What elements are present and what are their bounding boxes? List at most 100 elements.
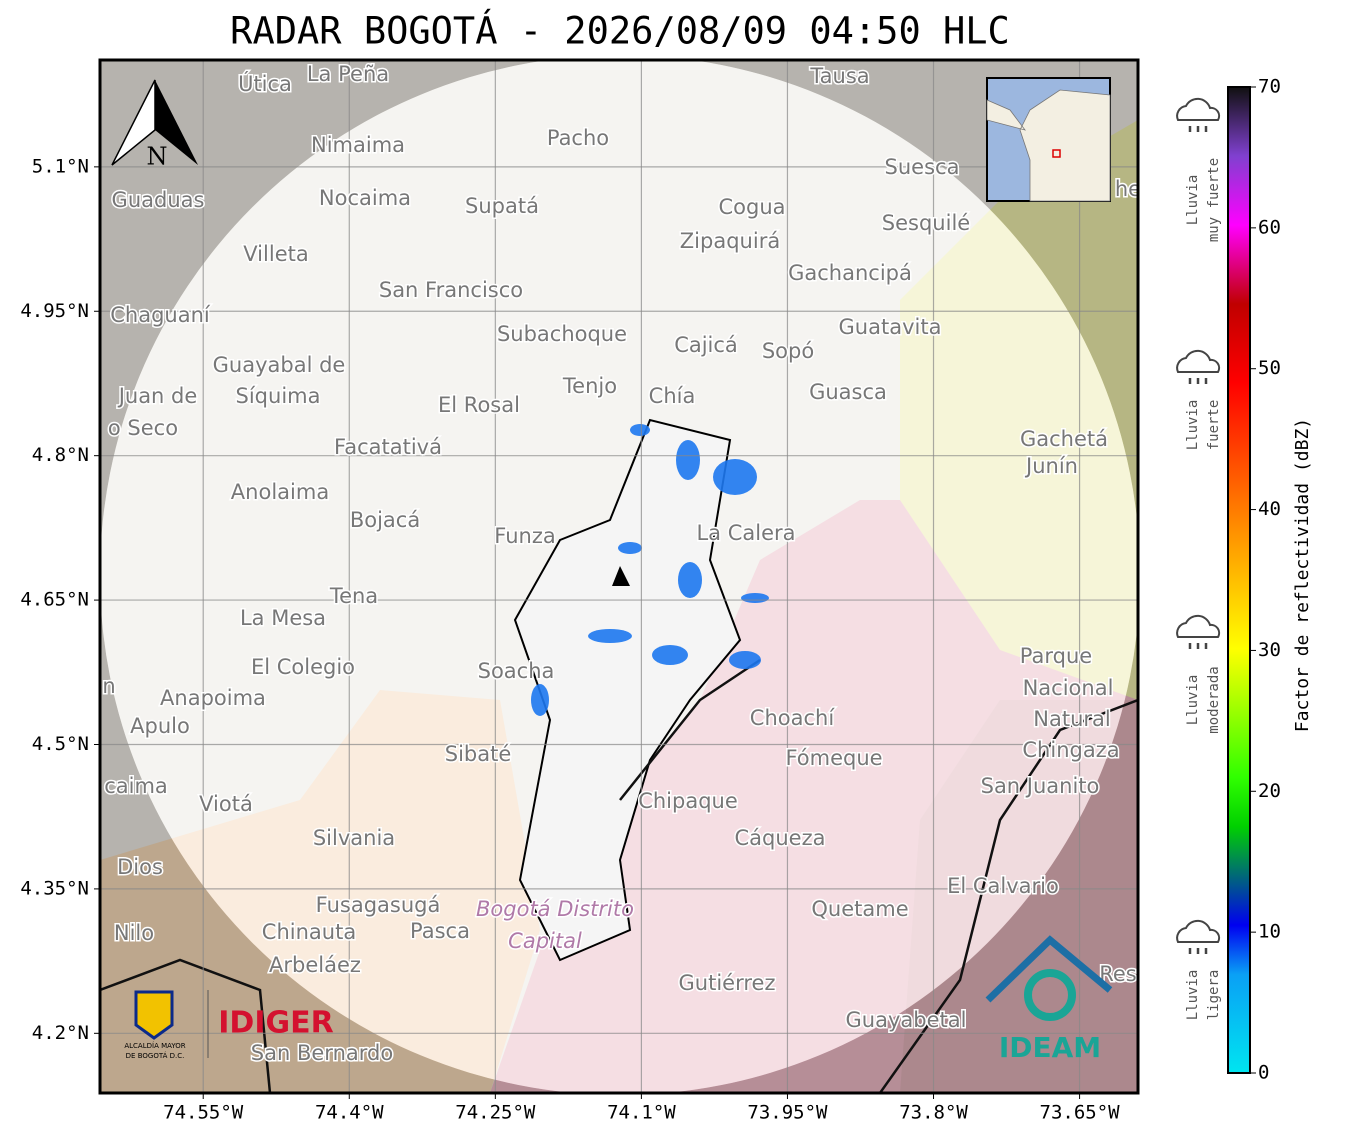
place-label: Pacho [547,126,609,150]
place-label: El Calvario [947,874,1059,898]
place-label: Capital [508,929,582,953]
lon-tick-label: 74.4°W [315,1102,384,1124]
colorbar [1227,86,1251,1074]
place-label: Choachí [750,706,836,730]
place-label: Silvania [313,826,395,850]
place-label: San Bernardo [251,1041,393,1065]
colorbar-label: Factor de reflectividad (dBZ) [1292,418,1313,732]
place-label: Útica [238,71,292,96]
place-label: Fómeque [785,746,882,770]
logo-text: IDIGER [218,1006,333,1041]
place-label: Soacha [478,659,555,683]
legend-item: Lluvia fuerte [1176,349,1222,451]
place-label: Apulo [130,714,190,738]
colorbar-tick-label: 70 [1258,76,1281,98]
place-label: San Francisco [379,278,523,302]
place-label: Chía [649,384,696,408]
colorbar-tick-label: 30 [1258,639,1281,661]
place-label: Nimaima [311,133,405,157]
rain-icon [1176,349,1221,373]
legend-text: fuerte [1206,400,1222,451]
place-label: Cajicá [674,333,738,357]
lat-tick-label: 4.65°N [20,589,89,611]
place-label: Villeta [243,242,308,266]
colorbar-tick-label: 40 [1258,498,1281,520]
place-label: Fusagasugá [316,893,441,917]
ideam-logo: IDEAM [985,935,1113,1064]
place-label: Pasca [410,919,470,943]
place-label: Dios [117,855,163,879]
lon-tick-label: 73.95°W [747,1102,828,1124]
rain-drops [1188,126,1208,132]
colorbar-tick-label: 10 [1258,921,1281,943]
place-label: La Mesa [240,606,326,630]
place-label: Chaguaní [110,303,211,327]
place-label: he [1115,177,1141,201]
place-label: caima [104,774,168,798]
rain-drops [1188,948,1208,954]
place-label: Cogua [718,195,785,219]
colorbar-tick-label: 20 [1258,780,1281,802]
logo-text: DE BOGOTÁ D.C. [126,1051,185,1060]
place-label: Zipaquirá [680,229,780,253]
place-label: Anapoima [160,686,266,710]
title: RADAR BOGOTÁ - 2026/08/09 04:50 HLC [230,9,1010,53]
rain-icon [1176,97,1221,121]
place-label: La Peña [307,62,389,86]
place-label: Juan de [117,384,198,408]
place-label: Sesquilé [882,211,970,235]
legend-text: muy fuerte [1206,158,1222,242]
map-background: La Peña Útica Tausa Pacho Nimaima Suesca Guadu… [100,60,1141,1093]
lon-tick-label: 73.65°W [1040,1102,1121,1124]
place-label: San Juanito [981,774,1100,798]
place-label: Bogotá Distrito [476,897,634,921]
place-label: Bojacá [350,508,420,532]
lat-tick-label: 4.8°N [32,444,89,466]
place-label: Facatativá [334,435,442,459]
place-label: Suesca [885,155,960,179]
place-label: Funza [494,524,555,548]
logo-text: ALCALDÍA MAYOR [124,1041,185,1050]
place-label: Res [1099,962,1137,986]
rain-drops [1188,643,1208,649]
lat-tick-label: 4.2°N [32,1022,89,1044]
place-label: Sopó [762,339,814,363]
place-label: Natural [1033,707,1110,731]
place-label: El Colegio [251,655,355,679]
inset-map [986,77,1111,202]
place-label: Tausa [809,64,869,88]
legend-item: Lluvia moderada [1176,614,1222,734]
place-label: Subachoque [497,322,627,346]
north-label: N [147,143,168,171]
place-label: Chinauta [262,920,356,944]
lat-tick-label: 5.1°N [32,155,89,177]
place-label: Guayabal de [213,353,346,377]
place-label: Sibaté [445,742,512,766]
north-arrow: N [111,79,198,171]
place-label: Tena [329,584,378,608]
place-label: La Calera [696,521,795,545]
lon-tick-label: 74.1°W [607,1102,676,1124]
legend-item: Lluvia muy fuerte [1176,97,1222,242]
colorbar-tick-label: 50 [1258,357,1281,379]
place-label: Tenjo [562,374,617,398]
rain-icon [1176,614,1221,638]
lat-tick-label: 4.95°N [20,300,89,322]
place-label: Guayabetal [846,1008,967,1032]
lat-tick-label: 4.35°N [20,877,89,899]
lon-tick-label: 73.8°W [899,1102,968,1124]
place-label: Parque [1020,644,1092,668]
legend-text: Lluvia [1185,400,1201,451]
place-label: Gachetá [1020,427,1108,451]
place-label: Cáqueza [735,826,826,850]
place-label: Gutiérrez [679,971,776,995]
place-label: Chipaque [638,789,738,813]
legend-text: Lluvia [1185,175,1201,226]
place-label: Nacional [1023,676,1114,700]
place-label: Nilo [114,921,154,945]
alcaldia-logo: ALCALDÍA MAYOR DE BOGOTÁ D.C. IDIGER [124,990,334,1060]
colorbar-tick-label: 60 [1258,216,1281,238]
place-label: El Rosal [438,393,520,417]
place-label: Junín [1024,454,1078,478]
place-label: Anolaima [231,480,329,504]
